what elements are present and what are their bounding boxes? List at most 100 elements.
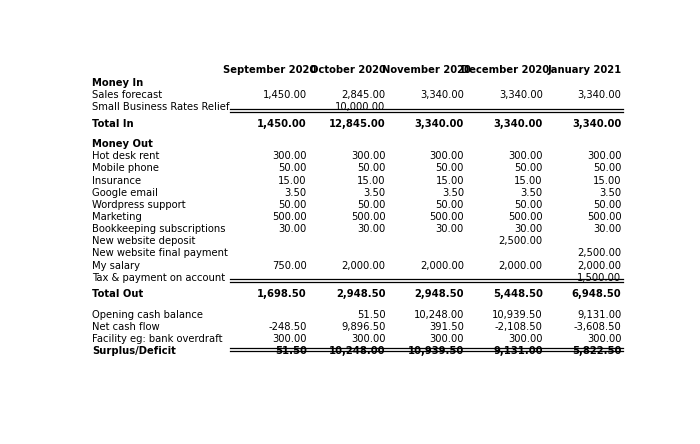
Text: 2,000.00: 2,000.00: [498, 261, 542, 270]
Text: September 2020: September 2020: [223, 65, 316, 75]
Text: 500.00: 500.00: [429, 212, 464, 222]
Text: Bookkeeping subscriptions: Bookkeeping subscriptions: [92, 224, 225, 234]
Text: 1,450.00: 1,450.00: [262, 90, 307, 100]
Text: 500.00: 500.00: [272, 212, 307, 222]
Text: 3.50: 3.50: [442, 188, 464, 198]
Text: 300.00: 300.00: [272, 151, 307, 161]
Text: 10,939.50: 10,939.50: [492, 309, 542, 320]
Text: 3.50: 3.50: [599, 188, 622, 198]
Text: 15.00: 15.00: [357, 175, 385, 186]
Text: 10,248.00: 10,248.00: [414, 309, 464, 320]
Text: Wordpress support: Wordpress support: [92, 200, 186, 210]
Text: 9,896.50: 9,896.50: [341, 322, 385, 332]
Text: 300.00: 300.00: [272, 334, 307, 344]
Text: 2,948.50: 2,948.50: [414, 289, 464, 299]
Text: Tax & payment on account: Tax & payment on account: [92, 273, 225, 283]
Text: New website deposit: New website deposit: [92, 236, 195, 246]
Text: Total Out: Total Out: [92, 289, 143, 299]
Text: 3.50: 3.50: [284, 188, 307, 198]
Text: 300.00: 300.00: [430, 334, 464, 344]
Text: Hot desk rent: Hot desk rent: [92, 151, 159, 161]
Text: 1,698.50: 1,698.50: [257, 289, 307, 299]
Text: 1,500.00: 1,500.00: [578, 273, 622, 283]
Text: 500.00: 500.00: [587, 212, 622, 222]
Text: 6,948.50: 6,948.50: [572, 289, 622, 299]
Text: 15.00: 15.00: [278, 175, 307, 186]
Text: 300.00: 300.00: [587, 334, 622, 344]
Text: 300.00: 300.00: [351, 334, 385, 344]
Text: 3.50: 3.50: [521, 188, 542, 198]
Text: 50.00: 50.00: [514, 200, 542, 210]
Text: October 2020: October 2020: [310, 65, 386, 75]
Text: 51.50: 51.50: [275, 346, 307, 356]
Text: Net cash flow: Net cash flow: [92, 322, 160, 332]
Text: 50.00: 50.00: [279, 200, 307, 210]
Text: 3.50: 3.50: [363, 188, 385, 198]
Text: 300.00: 300.00: [587, 151, 622, 161]
Text: 12,845.00: 12,845.00: [329, 119, 385, 128]
Text: 2,000.00: 2,000.00: [342, 261, 385, 270]
Text: 9,131.00: 9,131.00: [577, 309, 622, 320]
Text: 10,939.50: 10,939.50: [407, 346, 464, 356]
Text: Marketing: Marketing: [92, 212, 141, 222]
Text: 50.00: 50.00: [435, 163, 464, 174]
Text: November 2020: November 2020: [382, 65, 471, 75]
Text: 15.00: 15.00: [593, 175, 622, 186]
Text: 2,000.00: 2,000.00: [578, 261, 622, 270]
Text: 50.00: 50.00: [593, 163, 622, 174]
Text: 30.00: 30.00: [279, 224, 307, 234]
Text: 10,248.00: 10,248.00: [329, 346, 385, 356]
Text: December 2020: December 2020: [461, 65, 550, 75]
Text: 3,340.00: 3,340.00: [572, 119, 622, 128]
Text: 1,450.00: 1,450.00: [257, 119, 307, 128]
Text: 30.00: 30.00: [593, 224, 622, 234]
Text: 9,131.00: 9,131.00: [494, 346, 542, 356]
Text: Facility eg: bank overdraft: Facility eg: bank overdraft: [92, 334, 223, 344]
Text: 3,340.00: 3,340.00: [414, 119, 464, 128]
Text: 3,340.00: 3,340.00: [578, 90, 622, 100]
Text: New website final payment: New website final payment: [92, 248, 228, 258]
Text: 5,448.50: 5,448.50: [493, 289, 542, 299]
Text: Google email: Google email: [92, 188, 158, 198]
Text: Total In: Total In: [92, 119, 134, 128]
Text: -3,608.50: -3,608.50: [573, 322, 622, 332]
Text: 300.00: 300.00: [508, 334, 542, 344]
Text: 2,500.00: 2,500.00: [578, 248, 622, 258]
Text: Money In: Money In: [92, 78, 143, 88]
Text: 50.00: 50.00: [279, 163, 307, 174]
Text: Money Out: Money Out: [92, 139, 153, 149]
Text: 50.00: 50.00: [357, 163, 385, 174]
Text: 10,000.00: 10,000.00: [335, 102, 385, 112]
Text: -248.50: -248.50: [268, 322, 307, 332]
Text: Insurance: Insurance: [92, 175, 141, 186]
Text: 51.50: 51.50: [357, 309, 385, 320]
Text: 5,822.50: 5,822.50: [572, 346, 622, 356]
Text: -2,108.50: -2,108.50: [495, 322, 542, 332]
Text: 300.00: 300.00: [351, 151, 385, 161]
Text: 2,948.50: 2,948.50: [336, 289, 385, 299]
Text: 500.00: 500.00: [351, 212, 385, 222]
Text: Sales forecast: Sales forecast: [92, 90, 162, 100]
Text: Small Business Rates Relief: Small Business Rates Relief: [92, 102, 230, 112]
Text: 50.00: 50.00: [357, 200, 385, 210]
Text: Mobile phone: Mobile phone: [92, 163, 159, 174]
Text: 3,340.00: 3,340.00: [494, 119, 542, 128]
Text: My salary: My salary: [92, 261, 140, 270]
Text: 50.00: 50.00: [593, 200, 622, 210]
Text: 2,500.00: 2,500.00: [498, 236, 542, 246]
Text: 15.00: 15.00: [514, 175, 542, 186]
Text: Opening cash balance: Opening cash balance: [92, 309, 203, 320]
Text: 30.00: 30.00: [357, 224, 385, 234]
Text: 50.00: 50.00: [514, 163, 542, 174]
Text: 50.00: 50.00: [435, 200, 464, 210]
Text: 2,845.00: 2,845.00: [341, 90, 385, 100]
Text: 300.00: 300.00: [430, 151, 464, 161]
Text: 15.00: 15.00: [435, 175, 464, 186]
Text: 3,340.00: 3,340.00: [420, 90, 464, 100]
Text: 30.00: 30.00: [435, 224, 464, 234]
Text: 500.00: 500.00: [508, 212, 542, 222]
Text: 750.00: 750.00: [272, 261, 307, 270]
Text: Surplus/Deficit: Surplus/Deficit: [92, 346, 176, 356]
Text: 30.00: 30.00: [514, 224, 542, 234]
Text: January 2021: January 2021: [547, 65, 622, 75]
